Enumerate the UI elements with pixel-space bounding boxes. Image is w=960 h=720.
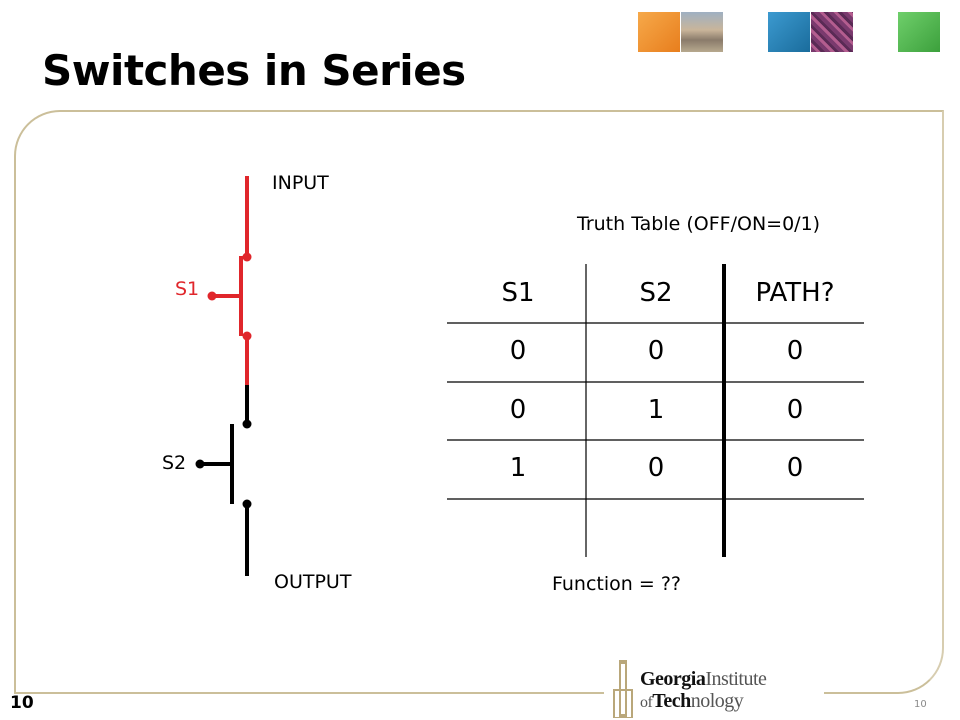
green-thumbnail <box>898 12 940 52</box>
s2-label: S2 <box>162 452 187 474</box>
header-s1: S1 <box>501 278 535 308</box>
row2-path: 0 <box>786 395 804 425</box>
logo-georgia: Georgia <box>640 668 706 690</box>
orange-thumbnail <box>638 12 680 52</box>
row1-s2: 0 <box>647 336 665 366</box>
row2-s1: 0 <box>509 395 527 425</box>
row1-s1: 0 <box>509 336 527 366</box>
s1-gate-contact <box>207 291 217 301</box>
output-label: OUTPUT <box>274 571 352 593</box>
row3-s1: 1 <box>509 453 527 483</box>
logo-nology: nology <box>690 690 744 712</box>
s1-label: S1 <box>175 278 200 300</box>
s2-top-contact <box>242 419 252 429</box>
logo-tech: Tech <box>652 690 691 712</box>
s1-top-contact <box>242 252 252 262</box>
campus-photo-thumbnail <box>681 12 723 52</box>
logo-institute: Institute <box>705 668 767 690</box>
row1-path: 0 <box>786 336 804 366</box>
circuit-photo-thumbnail <box>811 12 853 52</box>
input-label: INPUT <box>272 172 329 194</box>
page-number-left: 10 <box>10 693 34 713</box>
function-question: Function = ?? <box>552 573 681 595</box>
page-number-right: 10 <box>914 699 927 710</box>
truth-table-caption: Truth Table (OFF/ON=0/1) <box>577 213 821 235</box>
row3-s2: 0 <box>647 453 665 483</box>
header-path: PATH? <box>755 278 835 308</box>
row2-s2: 1 <box>647 395 665 425</box>
content-panel <box>14 110 944 694</box>
tech-tower-icon <box>613 660 633 718</box>
logo-of: of <box>640 694 653 711</box>
header-s2: S2 <box>639 278 673 308</box>
row3-path: 0 <box>786 453 804 483</box>
s2-gate-contact <box>195 459 205 469</box>
slide-title: Switches in Series <box>42 46 466 95</box>
georgia-tech-logo: GeorgiaInstitute ofTechnology <box>604 658 824 718</box>
blue-thumbnail <box>768 12 810 52</box>
